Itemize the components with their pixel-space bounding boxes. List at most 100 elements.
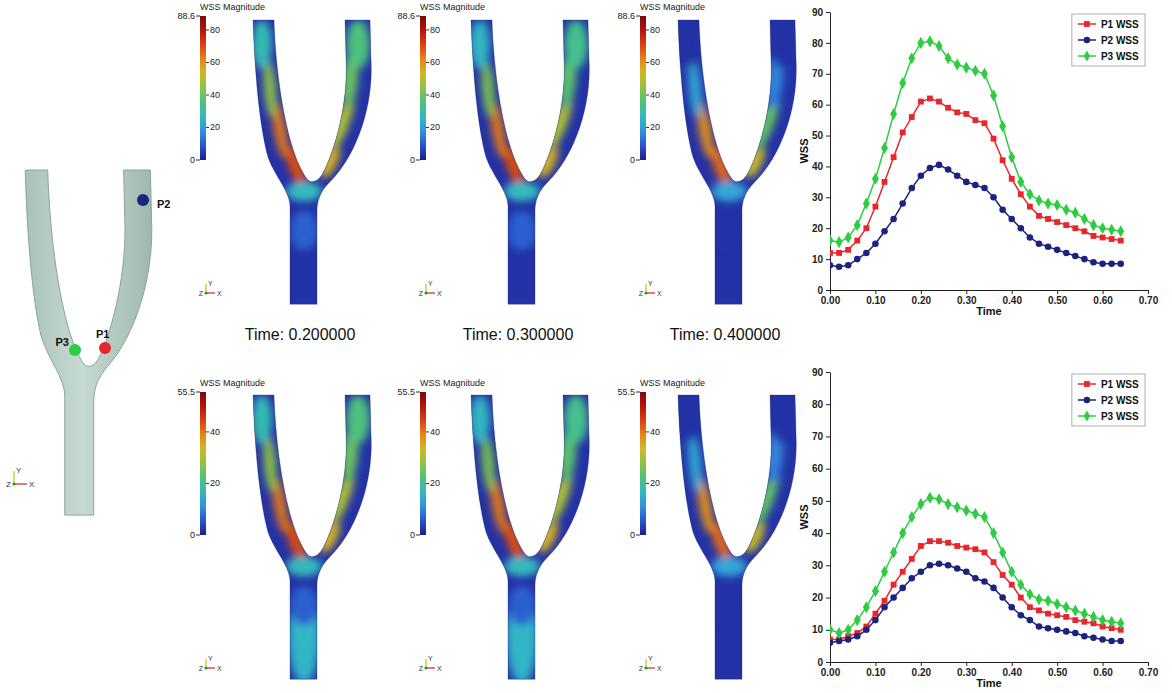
tick-label: 90 xyxy=(812,7,824,18)
colorbar-tick-label: 40 xyxy=(650,90,660,100)
tick-mark xyxy=(826,404,830,405)
series-marker xyxy=(830,250,833,256)
wss-pattern xyxy=(470,395,588,684)
triad-label: Z xyxy=(419,290,424,297)
wss-patch xyxy=(711,557,747,577)
colorbar-tick xyxy=(416,535,420,536)
series-marker xyxy=(990,89,997,101)
axes-triad: YZX xyxy=(199,280,222,297)
axis-line xyxy=(831,662,1149,663)
series-marker xyxy=(909,556,915,562)
wss-patch xyxy=(506,586,538,684)
series-marker xyxy=(872,585,879,597)
colorbar-tick xyxy=(636,392,640,393)
series-marker xyxy=(845,636,852,643)
colorbar-tick-label: 0 xyxy=(630,155,635,165)
series-marker xyxy=(954,543,960,549)
series-marker xyxy=(918,543,924,549)
colorbar-tick xyxy=(646,94,649,95)
series-marker xyxy=(899,527,906,539)
x-tick: 0.50 xyxy=(1048,290,1068,306)
series-marker xyxy=(900,569,906,575)
x-axis-title: Time xyxy=(976,305,1001,317)
tick-label: 0.10 xyxy=(866,667,886,678)
series-marker xyxy=(1045,595,1052,607)
vessel-geometry xyxy=(25,170,152,515)
series-marker xyxy=(882,179,888,185)
x-tick: 0.40 xyxy=(1002,662,1022,678)
y-tick: 40 xyxy=(812,528,830,539)
series-marker xyxy=(890,546,897,558)
vessel-surface xyxy=(471,20,589,304)
triad-axis xyxy=(12,482,15,485)
tick-label: 50 xyxy=(812,496,824,507)
series-marker xyxy=(1090,219,1097,231)
triad-label: Y xyxy=(208,280,213,287)
triad-axis xyxy=(204,666,207,669)
triad-label: Z xyxy=(639,290,644,297)
colorbar-tick xyxy=(206,483,209,484)
series-marker xyxy=(1054,626,1061,633)
colorbar-tick-label: 0 xyxy=(630,530,635,540)
legend-marker xyxy=(1084,397,1091,404)
series-marker xyxy=(882,598,888,604)
series-marker xyxy=(830,639,833,646)
tick-label: 80 xyxy=(812,399,824,410)
series-marker xyxy=(1017,176,1024,188)
colorbar-tick xyxy=(206,431,209,432)
series-marker xyxy=(1000,157,1006,163)
colorbar-tick-label: 55.5 xyxy=(397,387,415,397)
series-marker xyxy=(1081,608,1088,620)
series-marker xyxy=(1045,243,1052,250)
wss-pattern xyxy=(677,395,795,625)
legend-label: P2 WSS xyxy=(1101,35,1139,46)
x-tick: 0.70 xyxy=(1139,290,1159,306)
legend-marker xyxy=(1084,51,1090,62)
series-marker xyxy=(927,562,934,569)
y-tick: 20 xyxy=(812,223,830,234)
series-marker xyxy=(954,109,960,115)
x-axis: 0.000.100.200.300.400.500.600.70 xyxy=(821,662,1159,678)
axis-line xyxy=(831,290,1149,291)
series-marker xyxy=(908,511,915,523)
series-marker xyxy=(945,52,952,64)
series-marker xyxy=(1008,216,1015,223)
tick-mark xyxy=(826,12,830,13)
y-tick: 0 xyxy=(817,285,830,296)
series-marker xyxy=(1108,224,1115,236)
series-marker xyxy=(1081,228,1087,234)
colorbar-tick xyxy=(196,160,200,161)
colorbar-tick-label: 20 xyxy=(430,122,440,132)
wss-patch xyxy=(290,211,318,250)
colorbar-tick xyxy=(426,94,429,95)
tick-label: 40 xyxy=(812,528,824,539)
series-marker xyxy=(963,179,970,186)
point-label: P2 xyxy=(157,198,170,210)
series-marker xyxy=(972,546,978,552)
y-axis-title: WSS xyxy=(798,504,810,529)
tick-mark xyxy=(1057,290,1058,294)
tick-label: 0.40 xyxy=(1002,295,1022,306)
wss-patch xyxy=(771,395,795,444)
colorbar-tick-label: 20 xyxy=(210,478,220,488)
x-tick: 0.00 xyxy=(821,290,841,306)
vessel-outline xyxy=(678,20,796,304)
series-marker xyxy=(1072,253,1079,260)
wss-patch xyxy=(346,20,370,69)
series-marker xyxy=(1063,250,1070,257)
series-marker xyxy=(918,172,925,179)
y-tick: 0 xyxy=(817,657,830,668)
series-marker xyxy=(1054,219,1060,225)
point-label: P3 xyxy=(56,336,69,348)
series-marker xyxy=(863,601,870,613)
series-marker xyxy=(963,505,970,517)
colorbar-tick-label: 40 xyxy=(210,427,220,437)
time-label: Time: 0.200000 xyxy=(245,326,356,343)
series-marker xyxy=(945,498,952,510)
wss-surface xyxy=(677,20,796,304)
tick-label: 0.20 xyxy=(912,295,932,306)
triad-label: Y xyxy=(428,280,433,287)
triad-label: X xyxy=(657,665,662,672)
colorbar-tick-label: 0 xyxy=(410,530,415,540)
series-marker xyxy=(872,173,879,185)
